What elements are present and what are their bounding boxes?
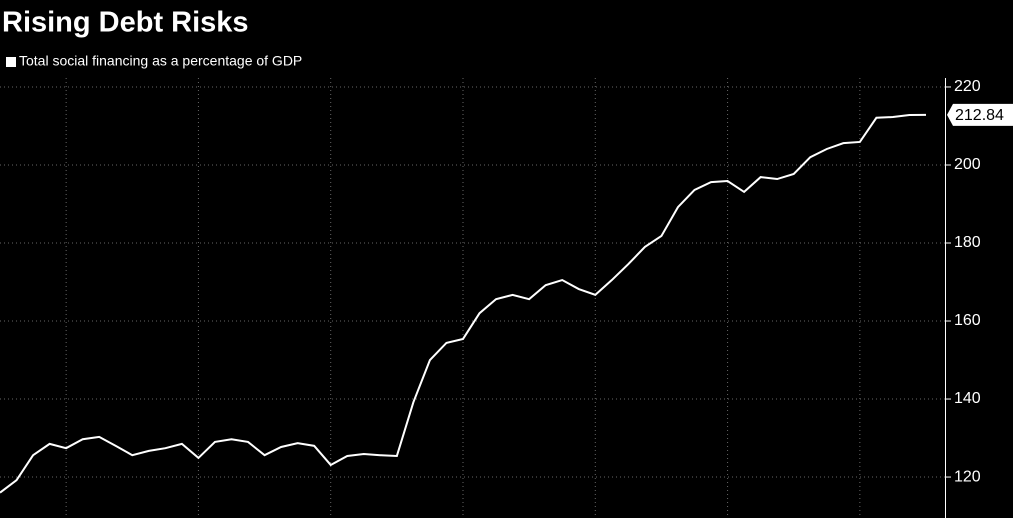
last-value-label: 212.84 [955,107,1004,124]
last-value-tag [947,103,1013,126]
chart-title: Rising Debt Risks [2,7,249,39]
y-tick-label: 160 [954,312,981,329]
y-tick-label: 120 [954,468,981,485]
data-line [0,113,927,494]
y-tick-label: 180 [954,234,981,251]
y-tick-label: 200 [954,156,981,173]
y-tick-label: 220 [954,78,981,95]
legend-swatch [6,57,16,67]
legend-label: Total social financing as a percentage o… [19,53,302,69]
y-tick-label: 140 [954,390,981,407]
